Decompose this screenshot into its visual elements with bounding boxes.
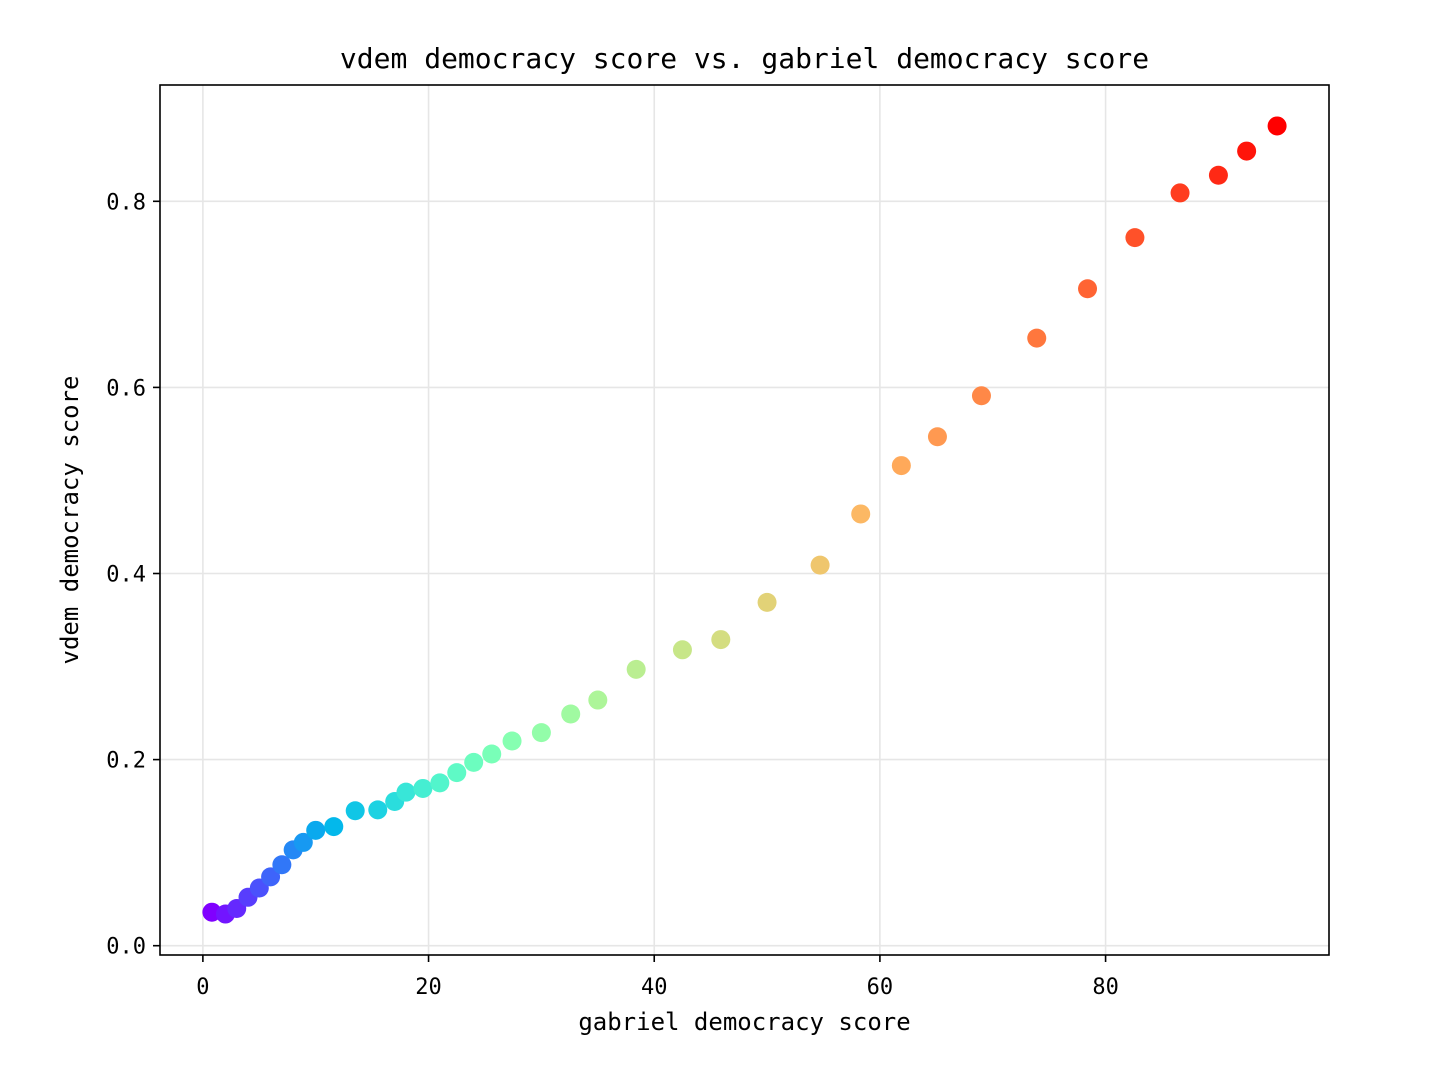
data-point bbox=[1170, 183, 1190, 203]
y-axis-label: vdem democracy score bbox=[56, 376, 84, 665]
data-point bbox=[1078, 279, 1098, 299]
data-point bbox=[1267, 116, 1287, 136]
data-point bbox=[711, 630, 731, 650]
data-point bbox=[1237, 141, 1257, 161]
data-point bbox=[272, 855, 292, 875]
data-point bbox=[1027, 328, 1047, 348]
y-tick-label: 0.6 bbox=[106, 376, 146, 401]
y-tick-label: 0.2 bbox=[106, 749, 146, 774]
x-tick-label: 40 bbox=[641, 975, 668, 1000]
data-point bbox=[293, 832, 313, 852]
data-point bbox=[430, 773, 450, 793]
y-tick-label: 0.8 bbox=[106, 190, 146, 215]
data-point bbox=[1208, 165, 1228, 185]
data-point bbox=[502, 731, 522, 751]
x-axis-ticks: 0 20 40 60 80 bbox=[196, 955, 1119, 1000]
data-point bbox=[482, 744, 502, 764]
x-axis-label: gabriel democracy score bbox=[578, 1008, 910, 1036]
data-point bbox=[345, 801, 365, 821]
x-tick-label: 20 bbox=[415, 975, 442, 1000]
x-tick-label: 80 bbox=[1092, 975, 1119, 1000]
data-point bbox=[261, 867, 281, 887]
data-point bbox=[306, 820, 326, 840]
data-point bbox=[413, 778, 433, 798]
grid-lines bbox=[160, 85, 1329, 955]
data-point bbox=[927, 427, 947, 447]
data-point bbox=[891, 456, 911, 476]
data-point bbox=[531, 723, 551, 743]
y-tick-label: 0.0 bbox=[106, 935, 146, 960]
data-point bbox=[810, 555, 830, 575]
data-point bbox=[396, 782, 416, 802]
y-axis-ticks: 0.0 0.2 0.4 0.6 0.8 bbox=[106, 190, 160, 960]
chart-title: vdem democracy score vs. gabriel democra… bbox=[340, 42, 1149, 75]
x-tick-label: 60 bbox=[867, 975, 894, 1000]
data-point bbox=[561, 704, 581, 724]
data-point bbox=[851, 504, 871, 524]
data-point bbox=[368, 800, 388, 820]
data-point bbox=[672, 640, 692, 660]
data-point bbox=[464, 752, 484, 772]
data-point bbox=[757, 592, 777, 612]
data-point bbox=[447, 763, 467, 783]
data-point bbox=[626, 659, 646, 679]
data-point bbox=[1125, 228, 1145, 248]
data-point bbox=[588, 690, 608, 710]
data-points bbox=[202, 116, 1287, 924]
data-point bbox=[971, 386, 991, 406]
y-tick-label: 0.4 bbox=[106, 563, 146, 588]
data-point bbox=[324, 817, 344, 837]
plot-frame bbox=[159, 84, 1330, 956]
x-tick-label: 0 bbox=[196, 975, 209, 1000]
